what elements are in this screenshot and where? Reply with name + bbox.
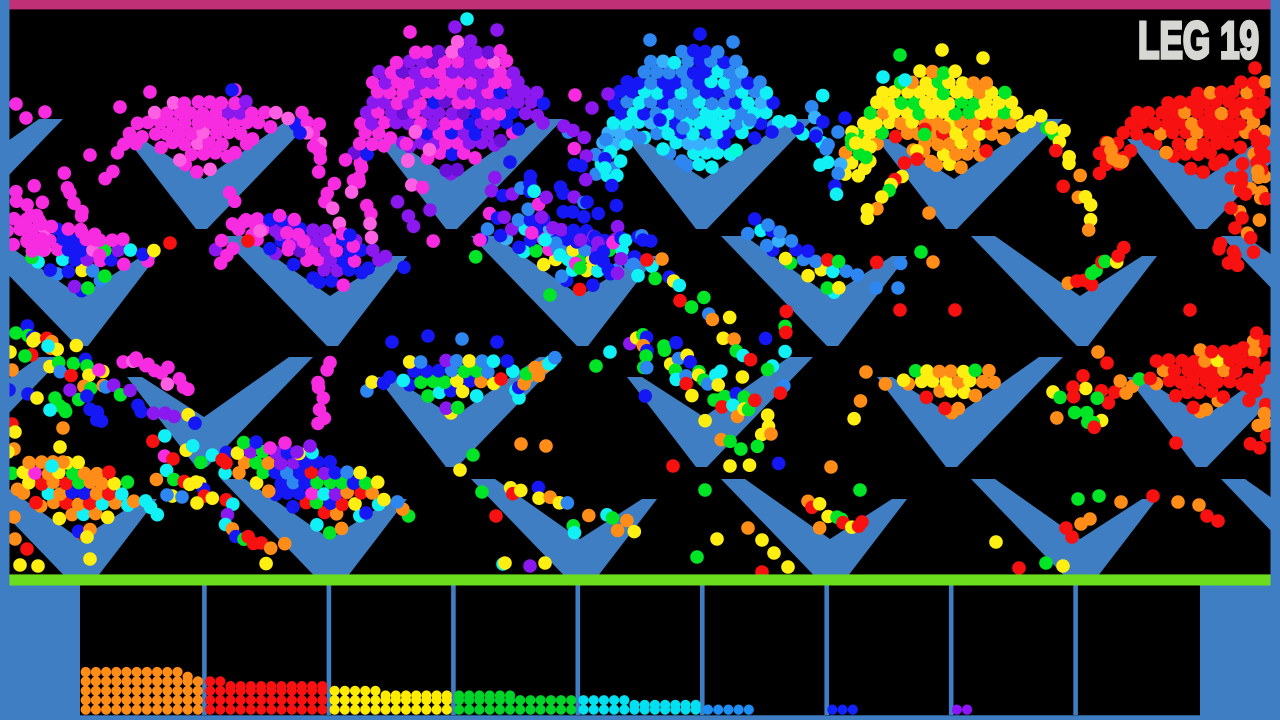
svg-text:LEG 19: LEG 19 (1138, 12, 1259, 69)
